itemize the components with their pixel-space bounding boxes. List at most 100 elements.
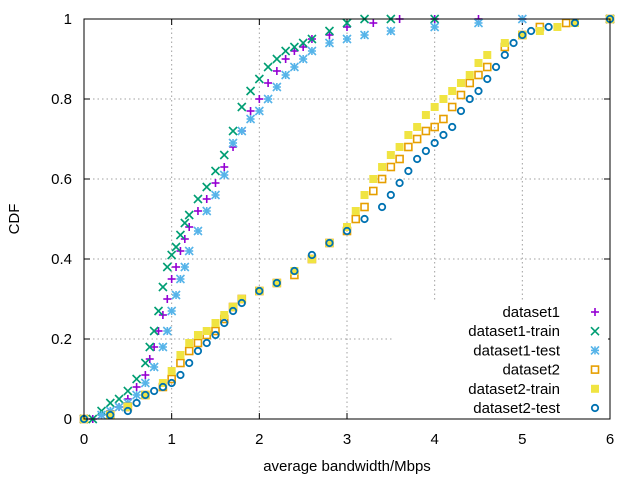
- data-point: [202, 206, 212, 216]
- data-point: [132, 374, 142, 384]
- data-point: [158, 311, 167, 319]
- data-point: [167, 378, 176, 388]
- data-point: [105, 398, 115, 408]
- data-point: [150, 343, 159, 351]
- data-point: [220, 318, 229, 328]
- data-point: [263, 94, 273, 104]
- data-point: [158, 282, 168, 292]
- data-point: [290, 47, 299, 55]
- data-point: [163, 295, 172, 303]
- data-point: [254, 74, 264, 84]
- data-point: [176, 247, 185, 255]
- data-point: [167, 275, 176, 283]
- data-point: [175, 274, 185, 284]
- data-point: [141, 390, 150, 400]
- data-point: [211, 179, 220, 187]
- data-point: [154, 327, 163, 335]
- plot-frame: [83, 18, 611, 420]
- data-point: [219, 150, 229, 160]
- data-point: [141, 391, 150, 399]
- data-point: [228, 138, 238, 148]
- legend-label: dataset2-test: [473, 400, 561, 417]
- x-tick-label: 3: [343, 431, 351, 448]
- data-point: [193, 331, 202, 339]
- data-point: [465, 94, 474, 104]
- data-point: [465, 78, 475, 88]
- data-point: [106, 411, 115, 419]
- data-point: [180, 262, 190, 272]
- data-point: [228, 126, 238, 136]
- data-point: [158, 382, 167, 392]
- data-point: [149, 362, 159, 372]
- data-point: [500, 39, 509, 47]
- data-point: [289, 62, 299, 72]
- series-dataset2-test: [79, 14, 615, 424]
- data-point: [272, 278, 281, 288]
- data-point: [500, 50, 509, 60]
- data-point: [474, 70, 483, 80]
- data-point: [360, 214, 369, 224]
- data-point: [167, 367, 176, 375]
- data-point: [202, 195, 211, 203]
- data-point: [448, 87, 457, 95]
- series-dataset1-test: [79, 14, 615, 424]
- y-tick-label: 0.2: [51, 331, 72, 348]
- data-point: [342, 18, 352, 28]
- legend-label: dataset2-train: [468, 381, 560, 398]
- legend-label: dataset1-train: [468, 323, 560, 340]
- data-point: [369, 19, 378, 27]
- data-point: [324, 38, 335, 48]
- data-point: [171, 290, 181, 300]
- data-point: [220, 163, 229, 171]
- data-point: [412, 134, 422, 144]
- x-tick-label: 0: [80, 431, 88, 448]
- data-point: [167, 250, 177, 260]
- data-point: [465, 71, 474, 79]
- legend-label: dataset1-test: [473, 342, 561, 359]
- data-point: [447, 102, 457, 112]
- data-point: [325, 31, 334, 39]
- data-point: [325, 239, 334, 247]
- data-point: [298, 38, 308, 48]
- y-axis-label: CDF: [6, 204, 23, 235]
- data-point: [395, 178, 404, 188]
- data-point: [263, 62, 273, 72]
- data-point: [172, 263, 181, 271]
- data-point: [184, 210, 194, 220]
- data-point: [404, 142, 413, 152]
- data-point: [544, 22, 553, 32]
- data-point: [171, 242, 181, 252]
- data-point: [377, 174, 387, 184]
- data-point: [228, 306, 238, 316]
- legend-item: dataset2: [502, 362, 600, 379]
- data-point: [535, 27, 544, 35]
- data-point: [193, 338, 203, 348]
- data-point: [289, 42, 299, 52]
- data-point: [342, 226, 352, 236]
- data-point: [368, 186, 378, 196]
- data-point: [272, 82, 282, 92]
- data-point: [386, 151, 395, 159]
- data-point: [281, 46, 291, 56]
- data-point: [360, 202, 369, 212]
- data-point: [421, 146, 430, 156]
- legend-label: dataset1: [502, 304, 560, 321]
- data-point: [132, 398, 141, 408]
- data-point: [185, 223, 194, 231]
- data-point: [123, 406, 132, 416]
- data-point: [193, 346, 203, 356]
- data-point: [114, 394, 124, 404]
- data-point: [483, 74, 492, 84]
- data-point: [290, 267, 299, 275]
- data-point: [351, 214, 361, 224]
- data-point: [202, 182, 212, 192]
- data-point: [162, 262, 172, 272]
- data-point: [141, 371, 150, 379]
- legend-label: dataset2: [502, 362, 560, 379]
- data-point: [474, 86, 483, 96]
- data-point: [184, 346, 194, 356]
- data-point: [342, 34, 352, 44]
- data-point: [324, 26, 335, 36]
- data-point: [430, 138, 439, 148]
